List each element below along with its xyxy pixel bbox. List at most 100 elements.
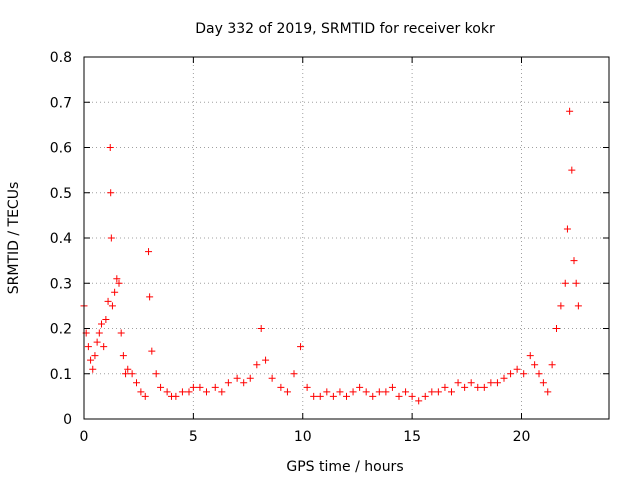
data-point [303,383,311,391]
data-point [395,392,403,400]
data-point [203,388,210,396]
data-point [553,325,560,332]
data-point [570,257,578,265]
y-tick-label: 0.8 [50,50,72,66]
data-point [434,388,442,396]
data-point [500,374,508,382]
y-tick-label: 0.1 [50,367,72,383]
x-axis-label: GPS time / hours [286,459,403,475]
data-point [415,397,423,405]
y-tick-label: 0 [63,412,72,428]
x-tick-label: 15 [403,429,421,445]
data-point [98,320,105,328]
data-point [572,279,580,287]
data-point [310,392,318,400]
plot-frame [83,56,610,420]
data-point [148,347,156,355]
data-point [211,383,219,391]
data-point [233,374,241,382]
y-axis-label: SRMTID / TECUs [6,182,22,295]
data-point [113,275,121,283]
data-point [102,315,110,323]
data-point [107,189,115,197]
data-point [111,288,119,296]
data-point [561,279,569,287]
data-point [91,352,99,360]
data-point [526,352,534,360]
data-point [448,388,455,396]
data-point [480,383,488,391]
y-tick-label: 0.3 [50,276,72,292]
data-point [568,166,576,174]
data-point [316,392,324,400]
data-point [362,388,370,396]
data-point [375,388,383,396]
data-point [246,374,254,382]
y-tick-label: 0.6 [50,141,72,157]
data-point [428,388,436,396]
data-point [539,379,547,387]
data-point [257,325,265,332]
data-point [408,392,416,400]
data-point [157,383,165,391]
data-point [441,383,449,391]
data-point [574,302,582,310]
data-point [106,144,114,151]
data-point [122,370,130,378]
data-point [84,343,92,351]
data-point [356,383,364,391]
data-point [133,379,140,387]
x-tick-label: 5 [189,429,198,445]
data-point [329,392,337,400]
data-point [104,297,112,305]
grid [84,57,609,419]
data-point [196,383,204,391]
data-point [467,379,475,387]
data-point [454,379,462,387]
x-tick-label: 20 [513,429,531,445]
data-point [507,370,515,378]
data-point [100,343,108,351]
data-point [145,248,153,256]
data-point [283,388,291,396]
data-point [146,293,154,301]
data-point [172,392,180,400]
data-point [268,374,276,382]
data-point [108,302,116,310]
data-point [185,388,193,396]
data-point [262,356,270,364]
axis-ticks: 0 5 10 15 20 0 0.1 0.2 0.3 0.4 0.5 0.6 0.7 0.8 [50,50,609,445]
data-point [520,370,528,378]
data-point [343,392,350,400]
data-point [336,388,344,396]
data-point [474,383,482,391]
data-point [277,383,285,391]
data-point [107,234,115,242]
data-point [382,388,390,396]
data-point [487,379,495,387]
data-point [290,370,298,378]
data-point [95,329,103,337]
y-tick-label: 0.7 [50,95,72,111]
data-point [89,365,97,373]
y-tick-label: 0.4 [50,231,72,247]
data-point [369,392,377,400]
data-point [535,370,543,378]
data-point [297,343,305,351]
data-point [163,388,171,396]
data-point [531,361,539,369]
chart-title: Day 332 of 2019, SRMTID for receiver kok… [195,21,495,37]
y-tick-label: 0.2 [50,322,72,338]
data-point [189,383,197,391]
data-point [493,379,501,387]
data-point [513,365,521,373]
data-point [240,379,248,387]
data-point [253,361,261,369]
data-point [548,361,556,369]
data-point [224,379,232,387]
x-tick-label: 0 [80,429,89,445]
data-point [87,356,95,364]
data-point [349,388,357,396]
data-point [137,388,145,396]
